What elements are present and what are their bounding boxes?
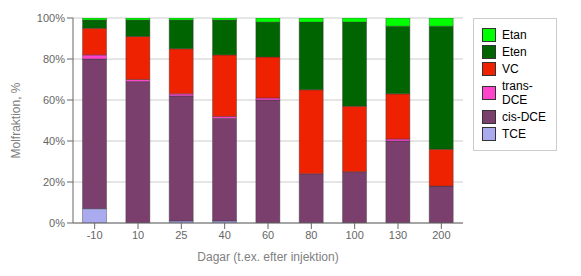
svg-text:10: 10 <box>132 229 144 241</box>
svg-text:40%: 40% <box>43 135 65 147</box>
svg-text:100%: 100% <box>37 12 65 24</box>
svg-text:Molfraktion, %: Molfraktion, % <box>9 82 23 158</box>
svg-text:20%: 20% <box>43 176 65 188</box>
svg-text:100: 100 <box>345 229 363 241</box>
svg-text:40: 40 <box>219 229 231 241</box>
svg-text:60: 60 <box>262 229 274 241</box>
svg-text:25: 25 <box>175 229 187 241</box>
svg-text:130: 130 <box>389 229 407 241</box>
html-text:VC: VC <box>502 62 519 76</box>
html-text:TCE: TCE <box>502 127 526 141</box>
html-text:Etan: Etan <box>502 28 527 42</box>
html-text:Eten: Eten <box>502 45 527 59</box>
html-text:trans-DCE: trans-DCE <box>502 79 533 107</box>
svg-text:0%: 0% <box>49 217 65 229</box>
svg-text:Dagar (t.ex. efter injektion): Dagar (t.ex. efter injektion) <box>197 250 338 264</box>
svg-text:200: 200 <box>432 229 450 241</box>
svg-text:80%: 80% <box>43 53 65 65</box>
svg-text:80: 80 <box>305 229 317 241</box>
svg-text:60%: 60% <box>43 94 65 106</box>
svg-text:-10: -10 <box>87 229 103 241</box>
html-text:cis-DCE: cis-DCE <box>502 110 546 124</box>
